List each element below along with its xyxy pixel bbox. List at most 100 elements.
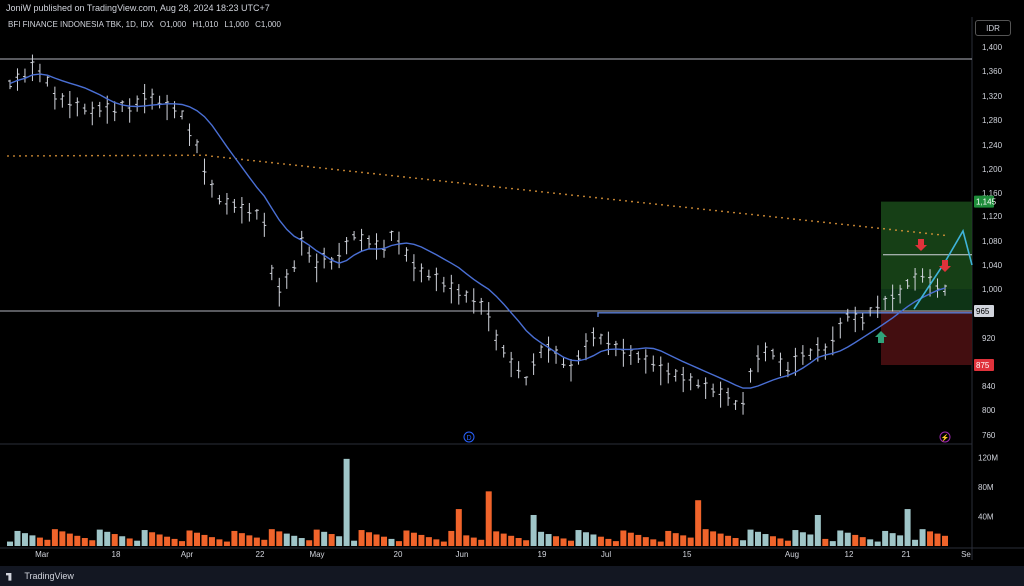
volume-bar [208,537,215,546]
dotted-ma-point [229,157,231,160]
dotted-ma-point [37,154,39,157]
volume-bar [448,530,455,546]
dotted-ma-point [529,189,531,192]
price-tick-label: 1,320 [982,92,1003,101]
dotted-ma-point [253,159,255,162]
dotted-ma-point [169,154,171,157]
price-label-badge [974,195,994,208]
volume-bar [36,537,43,546]
volume-bar [216,539,223,546]
volume-bar [253,537,260,546]
dotted-ma-point [349,170,351,173]
dotted-ma-point [301,165,303,167]
dotted-ma-point [853,224,855,227]
volume-bar [904,509,911,546]
volume-bar [523,540,530,546]
dotted-ma-point [643,201,645,204]
dotted-ma-point [697,207,699,210]
volume-bar [403,530,410,546]
volume-bar [425,537,432,546]
volume-bar [620,530,627,546]
volume-bar [358,530,365,546]
price-label-text: 965 [976,307,990,316]
event-icon[interactable] [939,431,951,443]
dotted-ma-point [259,160,261,163]
dotted-ma-point [679,205,681,208]
dotted-ma-point [847,224,849,226]
dotted-ma-point [835,222,837,225]
volume-bar [927,531,934,546]
dotted-ma-point [871,226,873,229]
price-tick-label: 1,360 [982,67,1003,76]
price-tick-label: 1,080 [982,237,1003,246]
dotted-ma-point [409,176,411,179]
dotted-ma-point [637,201,639,204]
dotted-ma-point [769,215,771,218]
volume-bar [568,540,574,546]
dotted-ma-point [505,187,507,189]
volume-bar [388,538,395,546]
dotted-ma-point [649,202,651,205]
dotted-ma-point [667,204,669,207]
volume-bar [844,532,851,546]
dotted-ma-point [757,214,759,217]
dotted-ma-point [805,219,807,222]
price-label-badge [974,359,994,371]
volume-bar [194,532,200,546]
dotted-ma-point [709,209,711,211]
volume-bar [777,538,784,546]
volume-bar [44,539,51,546]
volume-bar [81,538,88,546]
volume-bar [478,539,485,546]
time-tick-label: 22 [256,550,265,559]
volume-bar [672,533,679,546]
dotted-ma-point [817,220,819,223]
dotted-ma-point [931,233,933,235]
volume-bar [119,536,126,546]
dotted-ma-point [829,222,831,224]
volume-bar [710,531,717,546]
dotted-ma-point [367,172,369,174]
dotted-ma-point [421,177,423,180]
dotted-ma-point [913,231,915,233]
volume-bar [306,540,313,546]
volume-bar [179,541,186,546]
header-published: JoniW published on TradingView.com, Aug … [0,0,1024,17]
dotted-ma-point [157,154,159,157]
buy-arrow-icon [875,331,887,343]
dotted-ma-point [745,212,747,215]
volume-bar [642,537,649,546]
volume-bar [418,534,425,546]
volume-bar [463,535,470,546]
dotted-ma-point [553,192,555,195]
volume-bar [657,541,664,546]
dotted-ma-point [205,154,207,157]
stop-zone [881,311,972,365]
volume-bar [51,529,58,546]
dividend-icon[interactable] [463,431,475,443]
dotted-ma-point [775,216,777,219]
volume-bar [784,540,791,546]
dotted-ma-point [61,154,63,157]
volume-bar [515,538,522,546]
volume-bar [799,532,806,546]
volume-bar [612,541,619,546]
volume-bar [874,541,881,546]
dotted-ma-point [271,161,273,164]
price-tick-label: 1,240 [982,141,1003,150]
dotted-ma-point [631,200,633,203]
dotted-ma-point [811,220,813,222]
dotted-ma-point [283,163,285,165]
dotted-ma-point [889,228,891,231]
volume-bar [66,533,73,546]
currency-button[interactable]: IDR [975,20,1011,36]
volume-bar [321,531,328,546]
dotted-ma-point [511,187,513,190]
volume-bar [627,532,634,546]
volume-bar [351,540,358,546]
volume-bar [560,538,567,546]
volume-bar [440,541,447,546]
volume-bar [500,533,507,546]
dotted-ma-point [115,154,117,157]
